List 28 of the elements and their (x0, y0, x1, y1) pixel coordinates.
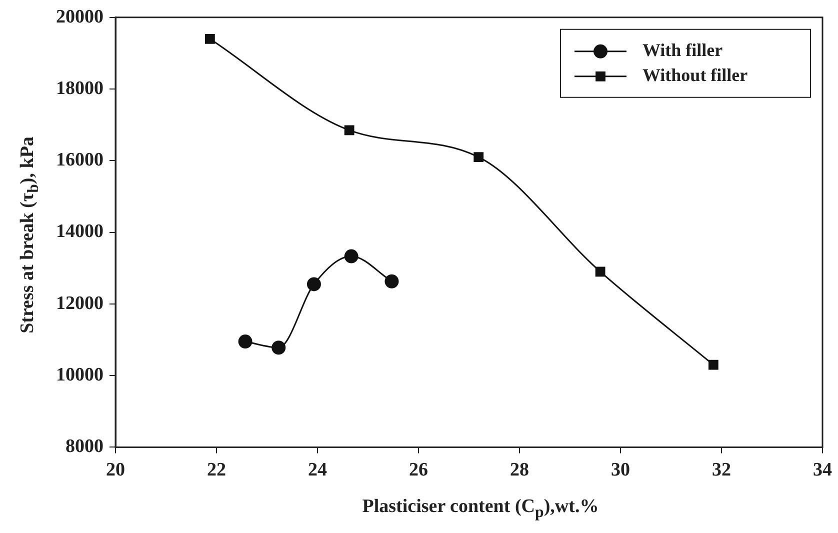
point (708, 360, 718, 370)
x-tick-label: 20 (106, 460, 125, 481)
legend-label: With filler (642, 40, 723, 60)
y-tick-label: 16000 (56, 150, 104, 171)
x-tick-label: 32 (712, 460, 731, 481)
x-axis-title: Plasticiser content (C$_{p}$),wt.% (361, 496, 600, 522)
y-tick-label: 18000 (56, 78, 104, 99)
point (384, 274, 399, 288)
point (272, 340, 286, 355)
y-tick-label: 14000 (56, 221, 104, 242)
x-tick-label: 26 (409, 460, 428, 481)
x-tick-label: 34 (813, 460, 832, 481)
point (344, 125, 354, 136)
y-tick-label: 12000 (56, 292, 104, 314)
y-tick-label: 20000 (56, 6, 104, 28)
point (474, 152, 484, 162)
point (595, 266, 606, 277)
x-tick-label: 30 (611, 460, 630, 481)
legend-label: Without filler (642, 65, 748, 86)
x-tick-label: 22 (207, 460, 226, 481)
point (204, 34, 215, 44)
y-tick-label: 10000 (56, 364, 104, 386)
point (306, 277, 321, 292)
point (238, 334, 252, 349)
point (344, 249, 358, 264)
x-tick-label: 28 (510, 460, 529, 481)
y-tick-label: 8000 (66, 436, 104, 458)
x-tick-label: 24 (308, 460, 328, 481)
